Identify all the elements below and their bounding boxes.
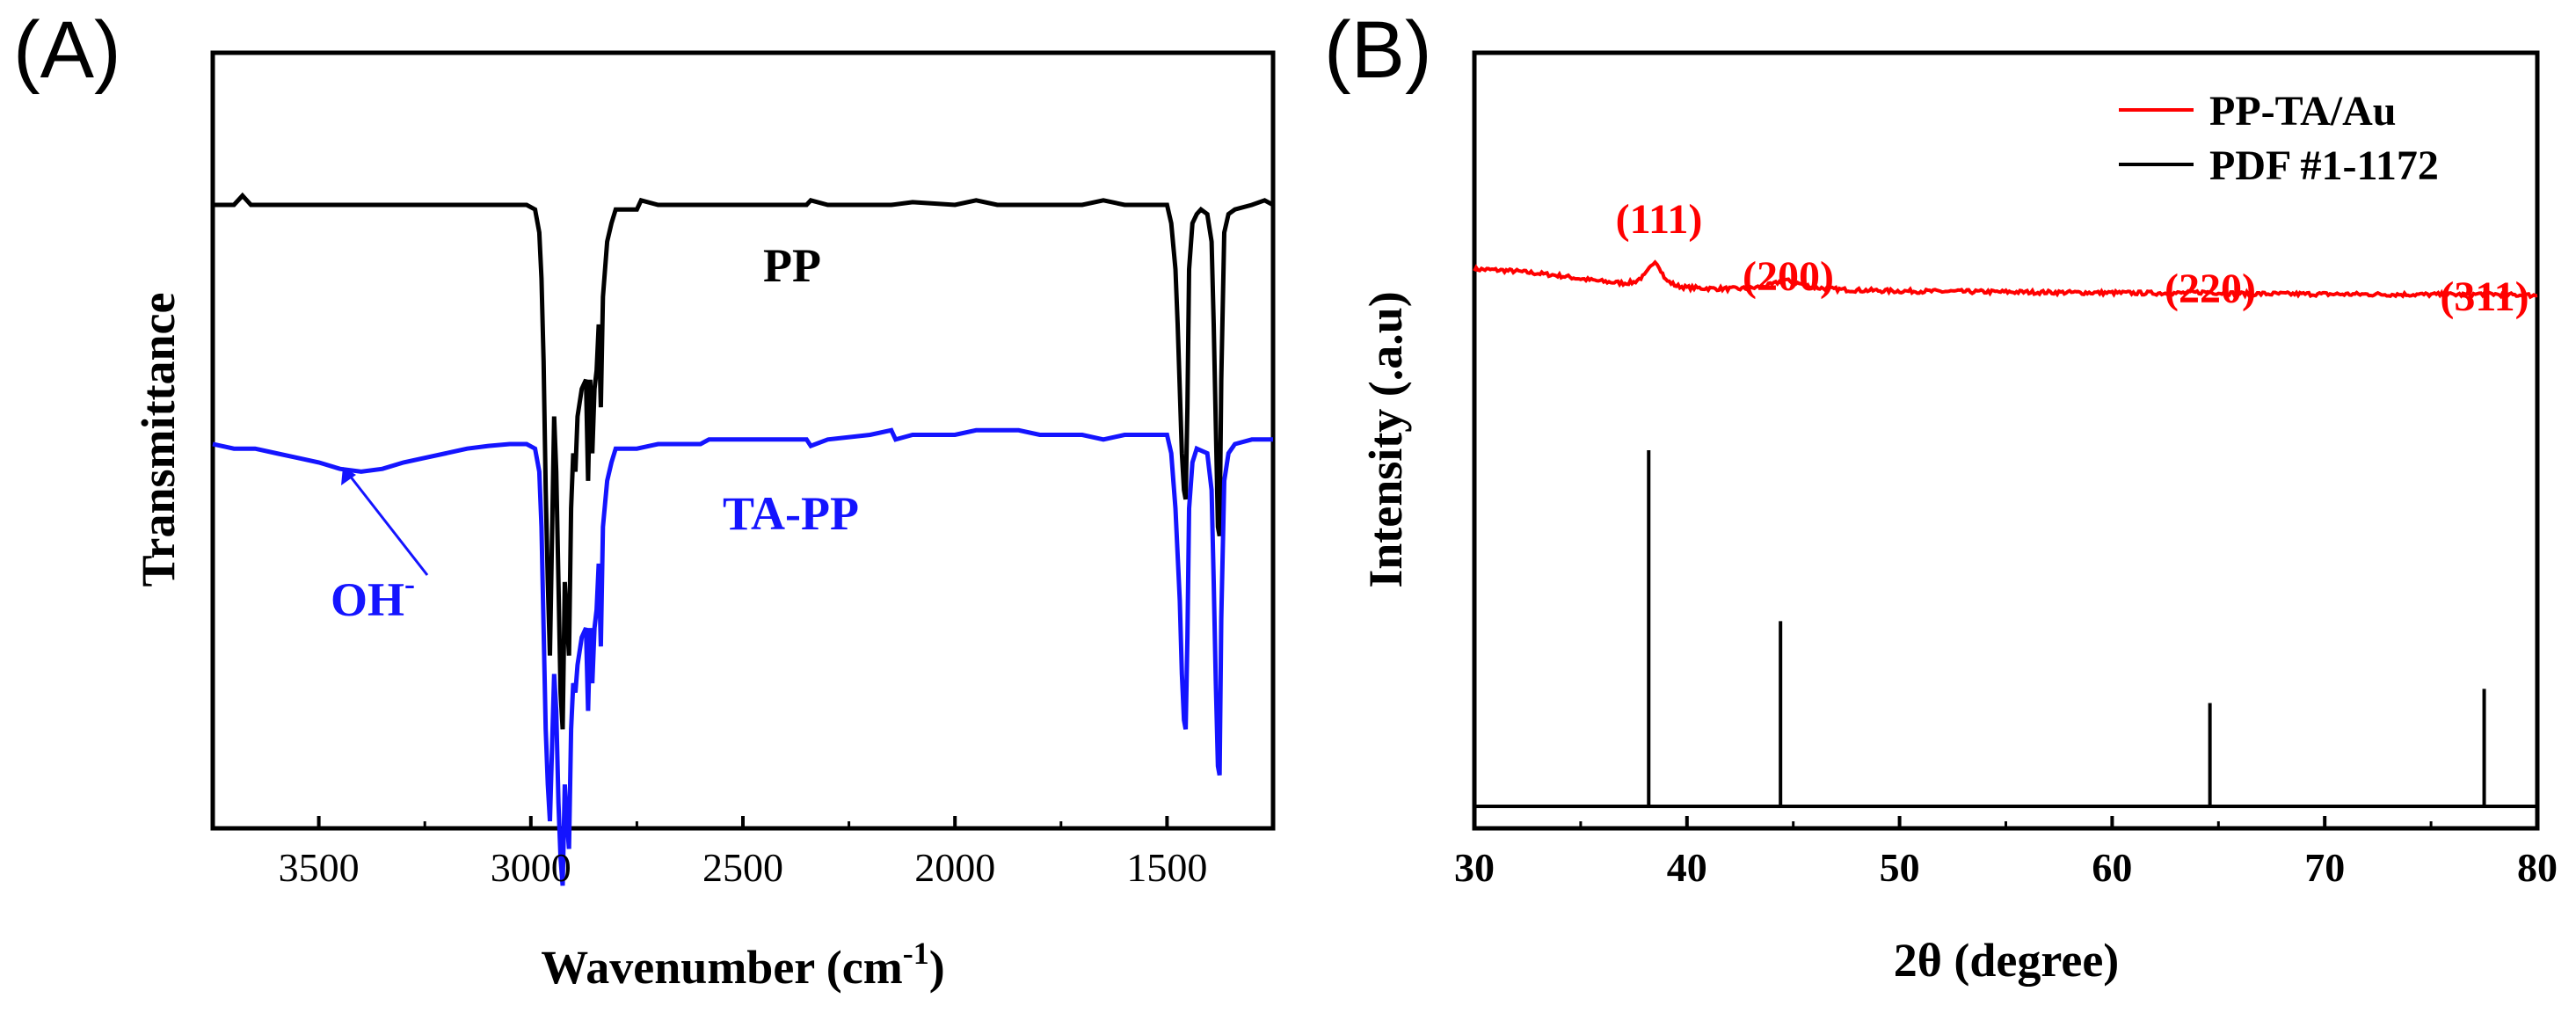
panel-b-series (1473, 259, 2538, 806)
panel-a-oh-text: OH (331, 573, 404, 626)
panel-b-x-tick-label: 30 (1454, 845, 1495, 890)
panel-a-oh-arrow-shaft (345, 470, 429, 576)
panel-b-x-tick-label: 50 (1880, 845, 1920, 890)
panel-b: (B) 30 40 50 60 70 80 PP-TA/Au PDF #1-1172 (1… (1324, 5, 2558, 987)
panel-b-peak-label-200: (200) (1743, 253, 1834, 300)
panel-b-x-ticks: 30 40 50 60 70 80 (1454, 816, 2558, 890)
panel-a-y-axis-label: Transmittance (132, 293, 185, 587)
panel-b-peak-label-311: (311) (2440, 273, 2529, 320)
panel-a-x-axis-label-main: Wavenumber (cm (541, 941, 902, 994)
panel-b-label: (B) (1324, 5, 1432, 95)
panel-a-oh-sup: - (404, 566, 415, 601)
legend-label-pp-ta-au: PP-TA/Au (2209, 88, 2396, 135)
legend-label-pdf: PDF #1-1172 (2209, 142, 2439, 189)
panel-b-y-axis-label: Intensity (.a.u) (1359, 291, 1412, 588)
panel-a-x-axis-label-sup: -1 (903, 936, 929, 971)
panel-b-peak-label-220: (220) (2165, 266, 2256, 312)
panel-b-x-axis-label: 2θ (degree) (1894, 934, 2120, 987)
panel-a-oh-arrow-head (341, 467, 356, 485)
panel-a-x-tick-label: 3000 (491, 845, 571, 890)
panel-a-series (212, 192, 1275, 886)
panel-a-x-tick-label: 1500 (1126, 845, 1207, 890)
panel-a-oh-annotation: OH- (331, 566, 415, 626)
panel-b-legend: PP-TA/Au PDF #1-1172 (2119, 88, 2439, 189)
panel-b-x-tick-label: 80 (2517, 845, 2558, 890)
panel-b-x-tick-label: 60 (2092, 845, 2132, 890)
panel-b-x-tick-label: 70 (2304, 845, 2345, 890)
panel-a-peak-label-ta-pp: TA-PP (723, 487, 859, 540)
panel-a-x-tick-label: 2000 (914, 845, 995, 890)
panel-a-peak-label-pp: PP (763, 239, 821, 292)
panel-a: (A) 3500 3000 2500 2000 1500 PP TA-PP OH- Tr… (13, 5, 1276, 994)
panel-a-x-ticks: 3500 3000 2500 2000 1500 (211, 816, 1275, 890)
panel-a-series-ta-pp (212, 427, 1273, 886)
panel-b-x-tick-label: 40 (1667, 845, 1707, 890)
panel-a-x-axis-label: Wavenumber (cm-1) (541, 936, 944, 994)
panel-b-series-pp-ta-au (1473, 259, 2538, 300)
panel-b-peak-label-111: (111) (1616, 196, 1703, 243)
panel-a-x-tick-label: 2500 (702, 845, 783, 890)
panel-a-label: (A) (13, 5, 121, 95)
panel-a-x-tick-label: 3500 (279, 845, 360, 890)
panel-a-x-axis-label-tail: ) (929, 941, 945, 994)
panel-a-series-pp (213, 192, 1275, 730)
